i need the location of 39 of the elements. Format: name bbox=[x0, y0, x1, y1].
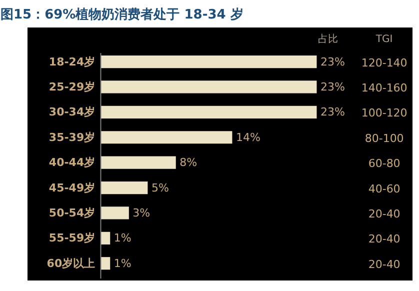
text: 100-120 bbox=[361, 106, 408, 120]
bar bbox=[100, 55, 317, 68]
y-tick-label: 45-49岁 bbox=[48, 181, 96, 194]
y-tick-label: 30-34岁 bbox=[48, 106, 96, 119]
y-tick-label: 25-29岁 bbox=[48, 80, 96, 94]
data-label: 23% bbox=[320, 55, 345, 68]
y-tick-label: 18-24岁 bbox=[48, 55, 96, 68]
bar bbox=[100, 181, 148, 194]
text: 60-80 bbox=[368, 157, 400, 170]
bar bbox=[100, 156, 176, 169]
data-label: 1% bbox=[114, 232, 132, 245]
bar bbox=[100, 206, 129, 220]
text: 20-40 bbox=[368, 258, 400, 271]
text: 40-60 bbox=[368, 182, 400, 196]
chart-title: 图15：69%植物奶消费者处于 18-34 岁 bbox=[0, 8, 244, 22]
text: 80-100 bbox=[364, 132, 404, 145]
data-label: 23% bbox=[320, 80, 345, 94]
text: 120-140 bbox=[361, 56, 408, 70]
bar bbox=[100, 232, 110, 244]
y-tick-label: 55-59岁 bbox=[48, 232, 96, 245]
data-label: 14% bbox=[236, 130, 260, 144]
y-tick-label: 50-54岁 bbox=[48, 206, 96, 220]
text: 140-160 bbox=[361, 81, 408, 94]
y-tick-label: 35-39岁 bbox=[48, 130, 96, 144]
bar bbox=[100, 106, 317, 118]
data-label: 8% bbox=[180, 156, 198, 170]
data-label: 23% bbox=[320, 106, 345, 119]
bar bbox=[100, 131, 232, 144]
bar bbox=[100, 257, 110, 270]
data-label: 5% bbox=[151, 181, 169, 194]
y-tick-label: 40-44岁 bbox=[48, 156, 96, 170]
y-tick-label: 60岁以上 bbox=[46, 256, 96, 270]
data-label: 3% bbox=[132, 206, 150, 220]
bar bbox=[100, 80, 317, 94]
text: 20-40 bbox=[368, 207, 400, 220]
text: TGI bbox=[374, 34, 393, 46]
data-label: 1% bbox=[114, 256, 132, 270]
text: 20-40 bbox=[368, 232, 400, 246]
text: 占比 bbox=[318, 33, 338, 46]
